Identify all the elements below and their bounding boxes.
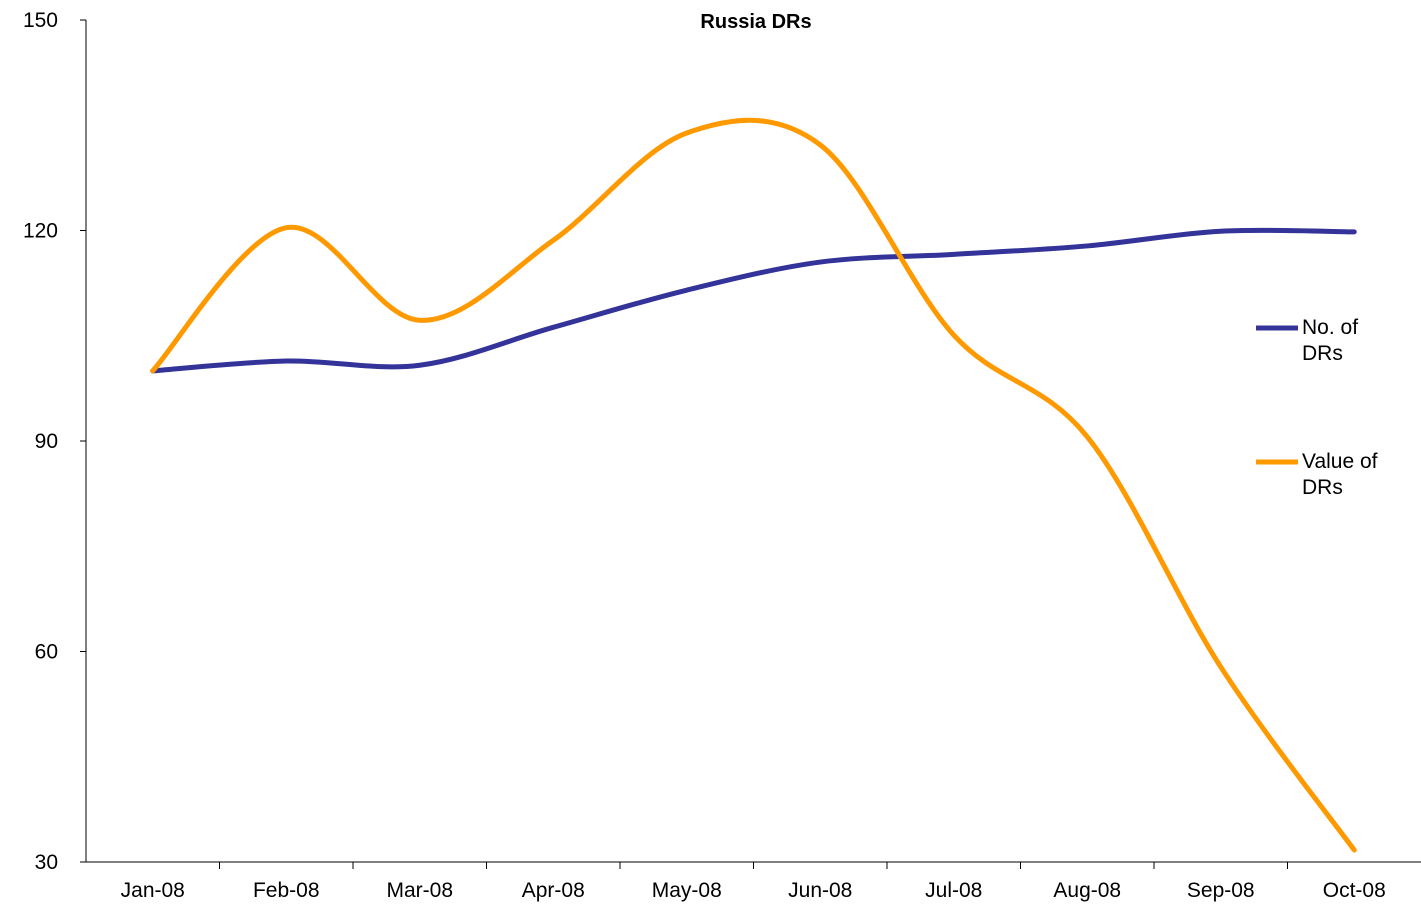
y-tick-label: 60 <box>35 641 58 664</box>
y-tick-label: 30 <box>35 851 58 874</box>
x-tick-label: Jan-08 <box>121 879 185 902</box>
legend-label: Value of DRs <box>1302 450 1378 499</box>
x-tick-label: Apr-08 <box>522 879 585 902</box>
chart-title: Russia DRs <box>700 11 811 33</box>
y-tick-label: 90 <box>35 430 58 453</box>
x-tick-label: Feb-08 <box>253 879 320 902</box>
y-tick-label: 150 <box>23 9 58 32</box>
line-series <box>150 227 1357 374</box>
legend-label: No. of DRs <box>1302 316 1359 365</box>
x-tick-label: Mar-08 <box>386 879 453 902</box>
y-tick-label: 120 <box>23 220 58 243</box>
x-tick-label: Oct-08 <box>1323 879 1386 902</box>
x-tick-label: Jul-08 <box>925 879 982 902</box>
x-tick-label: Jun-08 <box>788 879 852 902</box>
x-tick-label: May-08 <box>652 879 722 902</box>
x-tick-label: Aug-08 <box>1053 879 1121 902</box>
line-series <box>150 117 1357 853</box>
x-tick-label: Sep-08 <box>1187 879 1255 902</box>
